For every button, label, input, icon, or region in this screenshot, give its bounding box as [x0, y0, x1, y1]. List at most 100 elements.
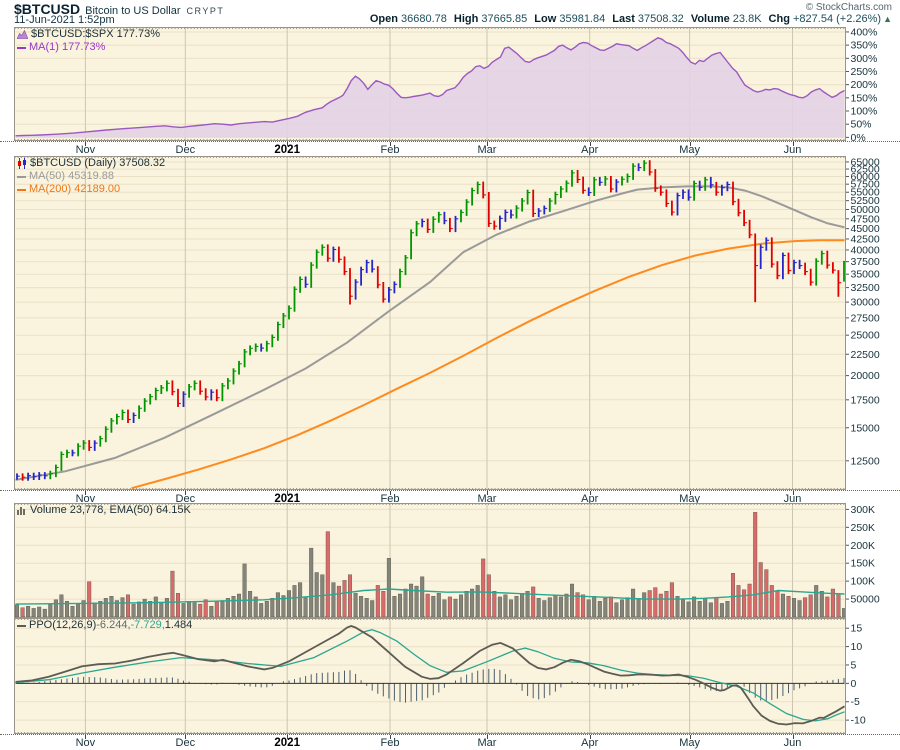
- change-up-arrow-icon: ▲: [883, 14, 892, 24]
- svg-text:60000: 60000: [851, 171, 880, 183]
- month-label-2021: 2021: [274, 144, 300, 156]
- month-label-mar: Mar: [477, 493, 497, 505]
- ma50-swatch-icon: [17, 175, 26, 178]
- chart-datetime: 11-Jun-2021 1:52pm: [14, 14, 115, 26]
- svg-text:37500: 37500: [851, 256, 880, 268]
- month-tick: [487, 491, 488, 495]
- month-label-dec: Dec: [175, 737, 196, 749]
- svg-text:65000: 65000: [851, 156, 880, 168]
- month-label-nov: Nov: [75, 144, 96, 156]
- copyright-label: © StockCharts.com: [805, 2, 892, 13]
- ppo-legend: PPO(12,26,9) -6.244, -7.729, 1.484: [17, 619, 192, 632]
- month-label-apr: Apr: [581, 737, 599, 749]
- ppo-chart-canvas: 15 10 5 0 -5 -10: [14, 618, 866, 734]
- month-label-jun: Jun: [783, 737, 802, 749]
- month-tick: [589, 491, 591, 495]
- month-label-dec: Dec: [175, 493, 196, 505]
- svg-text:100K: 100K: [851, 576, 876, 588]
- svg-text:22500: 22500: [851, 349, 880, 361]
- svg-text:250%: 250%: [851, 66, 878, 78]
- svg-text:15: 15: [851, 623, 863, 635]
- svg-text:-5: -5: [851, 696, 860, 708]
- svg-text:50000: 50000: [851, 594, 880, 606]
- month-label-apr: Apr: [581, 493, 599, 505]
- month-tick: [487, 735, 488, 739]
- title-row: $BTCUSD Bitcoin to US Dollar CRYPT: [14, 1, 224, 19]
- metric-high: High 37665.85: [453, 13, 528, 25]
- month-tick: [287, 142, 289, 146]
- month-tick: [689, 491, 691, 495]
- svg-text:350%: 350%: [851, 40, 878, 52]
- ppo-panel: PPO(12,26,9) -6.244, -7.729, 1.484 15 10 5…: [0, 618, 900, 734]
- svg-text:57500: 57500: [851, 179, 880, 191]
- svg-text:15000: 15000: [851, 422, 880, 434]
- svg-text:45000: 45000: [851, 223, 880, 235]
- month-tick: [185, 735, 187, 739]
- month-tick: [589, 735, 591, 739]
- ratio-panel: $BTCUSD:$SPX 177.73% MA(1) 177.73% 400% 3…: [0, 27, 900, 141]
- svg-text:17500: 17500: [851, 394, 880, 406]
- month-tick: [390, 142, 391, 146]
- svg-text:150K: 150K: [851, 558, 876, 570]
- month-axis-bottom: Nov Dec 2021 Feb Mar Apr May Jun: [0, 734, 900, 750]
- svg-text:0%: 0%: [851, 132, 866, 141]
- month-tick: [185, 142, 187, 146]
- svg-text:32500: 32500: [851, 282, 880, 294]
- svg-text:10: 10: [851, 641, 863, 653]
- ratio-chart-canvas: 400% 350%300%250%200%150% 100%50%0%: [14, 27, 878, 141]
- month-tick: [185, 491, 187, 495]
- svg-text:25000: 25000: [851, 330, 880, 342]
- svg-text:35000: 35000: [851, 269, 880, 281]
- month-tick: [792, 142, 794, 146]
- candlestick-icon: [17, 158, 27, 169]
- month-tick: [689, 142, 691, 146]
- svg-text:200K: 200K: [851, 540, 876, 552]
- month-tick: [85, 735, 87, 739]
- month-tick: [487, 142, 488, 146]
- exchange-tag: CRYPT: [186, 6, 225, 16]
- month-label-mar: Mar: [477, 737, 497, 749]
- month-label-apr: Apr: [581, 144, 599, 156]
- svg-text:300%: 300%: [851, 53, 878, 65]
- month-label-2021: 2021: [274, 493, 300, 505]
- svg-text:200%: 200%: [851, 79, 878, 91]
- ppo-value: -6.244,: [96, 619, 131, 631]
- month-tick: [85, 142, 87, 146]
- month-label-nov: Nov: [75, 493, 96, 505]
- metric-chg: Chg +827.54 (+2.26%): [768, 13, 882, 25]
- svg-text:-10: -10: [851, 715, 866, 727]
- month-label-feb: Feb: [380, 737, 400, 749]
- month-label-feb: Feb: [380, 493, 400, 505]
- ma1-swatch-icon: [17, 46, 26, 49]
- month-tick: [689, 735, 691, 739]
- ma50-label: MA(50) 45319.88: [29, 170, 114, 182]
- month-tick: [287, 735, 289, 739]
- month-tick: [792, 735, 794, 739]
- month-label-dec: Dec: [175, 144, 196, 156]
- month-tick: [85, 491, 87, 495]
- ppo-swatch-icon: [17, 624, 26, 627]
- volume-panel: Volume 23,778, EMA(50) 64.15K 300K 250K 20…: [0, 503, 900, 618]
- chart-header: $BTCUSD Bitcoin to US Dollar CRYPT © Stock…: [0, 0, 900, 27]
- month-label-nov: Nov: [75, 737, 96, 749]
- ratio-legend-label: $BTCUSD:$SPX 177.73%: [31, 28, 161, 40]
- ma200-swatch-icon: [17, 188, 26, 191]
- svg-text:40000: 40000: [851, 244, 880, 256]
- svg-text:50%: 50%: [851, 119, 872, 131]
- month-label-may: May: [679, 493, 700, 505]
- metric-volume: Volume 23.8K: [690, 13, 762, 25]
- svg-text:400%: 400%: [851, 27, 878, 38]
- svg-text:55000: 55000: [851, 187, 880, 199]
- volume-legend: Volume 23,778, EMA(50) 64.15K: [17, 504, 191, 517]
- svg-text:27500: 27500: [851, 312, 880, 324]
- month-tick: [589, 142, 591, 146]
- ppo-signal-value: -7.729,: [130, 619, 165, 631]
- area-chart-icon: [17, 30, 28, 39]
- month-tick: [390, 491, 391, 495]
- month-label-feb: Feb: [380, 144, 400, 156]
- price-legend-label: $BTCUSD (Daily) 37508.32: [30, 157, 166, 169]
- svg-text:50000: 50000: [851, 204, 880, 216]
- svg-text:30000: 30000: [851, 297, 880, 309]
- month-label-jun: Jun: [783, 493, 802, 505]
- price-legend: $BTCUSD (Daily) 37508.32 MA(50) 45319.88…: [17, 157, 165, 196]
